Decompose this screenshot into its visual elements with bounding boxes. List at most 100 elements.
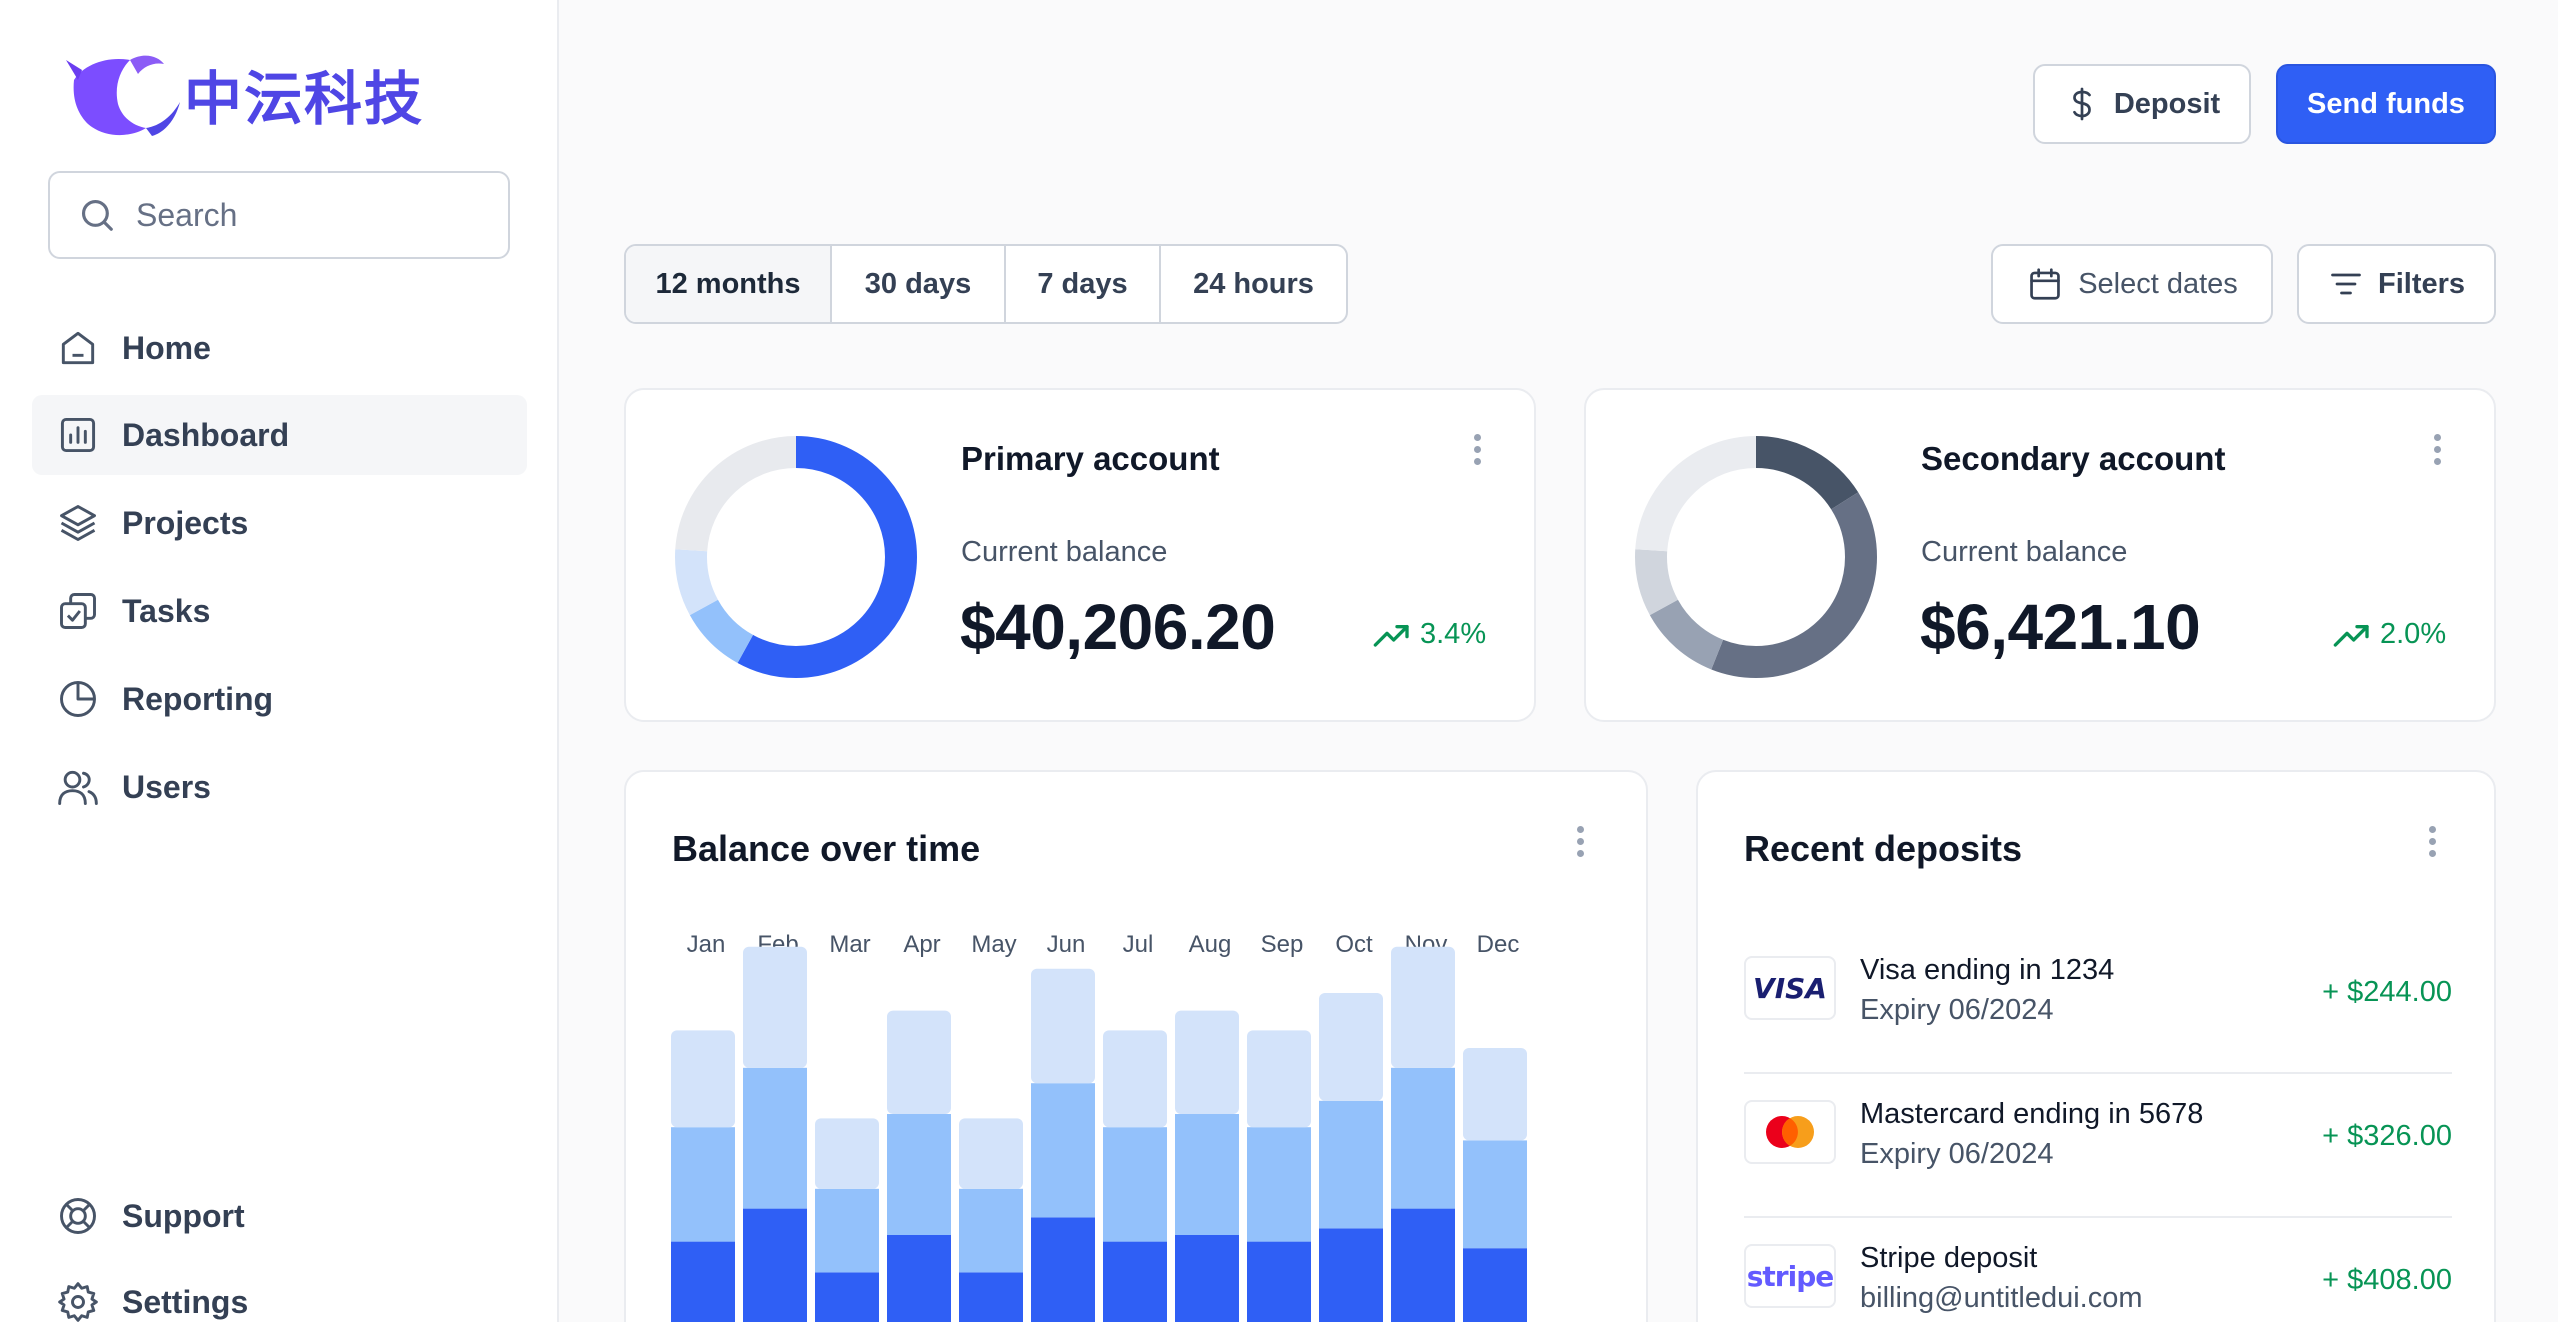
visa-logo-icon: VISA: [1744, 956, 1836, 1020]
filters-button[interactable]: Filters: [2297, 244, 2496, 324]
brand-logo[interactable]: 中沄科技: [60, 46, 424, 142]
select-dates-button[interactable]: Select dates: [1991, 244, 2273, 324]
bar-segment-dec[interactable]: [1463, 1048, 1527, 1141]
bar-segment-jan[interactable]: [671, 1241, 735, 1322]
month-label: Aug: [1189, 931, 1232, 958]
bar-segment-nov[interactable]: [1391, 1067, 1455, 1209]
month-label: Jan: [687, 931, 726, 958]
mastercard-logo-icon: [1744, 1100, 1836, 1164]
bar-segment-may[interactable]: [959, 1118, 1023, 1189]
bar-segment-oct[interactable]: [1319, 1228, 1383, 1322]
bar-segment-oct[interactable]: [1319, 1100, 1383, 1229]
tab-24-hours[interactable]: 24 hours: [1161, 246, 1346, 322]
bar-segment-feb[interactable]: [743, 946, 807, 1068]
nav-item-reporting[interactable]: Reporting: [32, 659, 527, 739]
bar-segment-aug[interactable]: [1175, 1114, 1239, 1235]
bar-segment-nov[interactable]: [1391, 1208, 1455, 1322]
tab-30-days[interactable]: 30 days: [832, 246, 1006, 322]
bar-segment-aug[interactable]: [1175, 1010, 1239, 1114]
tab-label: 12 months: [655, 267, 801, 300]
secondary-account-donut: [1635, 436, 1877, 678]
bar-segment-feb[interactable]: [743, 1067, 807, 1209]
filter-lines-icon: [2331, 273, 2361, 295]
bar-segment-aug[interactable]: [1175, 1235, 1239, 1322]
bar-segment-nov[interactable]: [1391, 946, 1455, 1068]
bar-segment-dec[interactable]: [1463, 1140, 1527, 1249]
bar-segment-sep[interactable]: [1247, 1030, 1311, 1128]
nav-item-users[interactable]: Users: [32, 747, 527, 827]
bar-segment-jan[interactable]: [671, 1030, 735, 1128]
bar-segment-jul[interactable]: [1103, 1127, 1167, 1242]
month-label: Jun: [1047, 931, 1086, 958]
nav-label: Tasks: [122, 592, 211, 629]
layers-icon: [60, 505, 96, 541]
bar-segment-mar[interactable]: [815, 1188, 879, 1273]
tab-12-months[interactable]: 12 months: [626, 246, 832, 322]
more-options-icon[interactable]: [1574, 826, 1586, 862]
balance-label: Current balance: [1921, 536, 2128, 568]
bar-segment-apr[interactable]: [887, 1114, 951, 1235]
recent-deposits-card: Recent deposits VISA Visa ending in 1234…: [1696, 770, 2496, 1322]
bar-segment-jan[interactable]: [671, 1127, 735, 1242]
more-options-icon[interactable]: [2426, 826, 2438, 862]
fish-logo-icon: [66, 55, 180, 136]
stripe-logo-text: stripe: [1746, 1259, 1834, 1293]
stripe-logo-icon: stripe: [1744, 1244, 1836, 1308]
users-icon: [58, 770, 98, 805]
deposit-row[interactable]: Mastercard ending in 5678 Expiry 06/2024…: [1744, 1074, 2452, 1218]
nav-item-projects[interactable]: Projects: [32, 483, 527, 563]
change-badge: 3.4%: [1372, 618, 1486, 651]
bar-segment-apr[interactable]: [887, 1010, 951, 1114]
donut-segment: [1635, 436, 1877, 678]
nav-label: Home: [122, 329, 211, 366]
deposit-name: Visa ending in 1234: [1860, 954, 2115, 986]
bar-segment-jun[interactable]: [1031, 1083, 1095, 1218]
nav-label: Support: [122, 1197, 245, 1234]
bar-segment-feb[interactable]: [743, 1208, 807, 1322]
deposit-row[interactable]: VISA Visa ending in 1234 Expiry 06/2024 …: [1744, 930, 2452, 1074]
deposit-meta: billing@untitledui.com: [1860, 1282, 2143, 1314]
bar-segment-may[interactable]: [959, 1272, 1023, 1322]
bar-segment-mar[interactable]: [815, 1272, 879, 1322]
bar-segment-mar[interactable]: [815, 1118, 879, 1189]
month-label: Mar: [829, 931, 870, 958]
deposit-button[interactable]: Deposit: [2033, 64, 2251, 144]
deposit-meta: Expiry 06/2024: [1860, 994, 2054, 1026]
bar-segment-jul[interactable]: [1103, 1030, 1167, 1128]
tab-7-days[interactable]: 7 days: [1006, 246, 1161, 322]
deposit-amount: + $244.00: [2322, 976, 2452, 1008]
balance-label: Current balance: [961, 536, 1168, 568]
bar-chart-icon: [60, 417, 96, 453]
primary-account-card: Primary account Current balance $40,206.…: [624, 388, 1536, 722]
nav-label: Dashboard: [122, 416, 290, 453]
donut-segment: [675, 436, 917, 678]
bar-segment-dec[interactable]: [1463, 1248, 1527, 1322]
nav-label: Settings: [122, 1283, 249, 1320]
nav-item-support[interactable]: Support: [32, 1176, 527, 1256]
nav-item-dashboard[interactable]: Dashboard: [32, 395, 527, 475]
donut-segment: [1635, 436, 1877, 678]
bar-segment-apr[interactable]: [887, 1235, 951, 1322]
month-label: Sep: [1261, 931, 1304, 958]
deposit-meta: Expiry 06/2024: [1860, 1138, 2054, 1170]
deposit-label: Deposit: [2113, 87, 2221, 120]
search-input[interactable]: Search: [48, 171, 510, 259]
donut-segment: [675, 436, 917, 678]
visa-logo-text: VISA: [1753, 971, 1827, 1005]
send-funds-button[interactable]: Send funds: [2276, 64, 2496, 144]
calendar-icon: [2030, 268, 2060, 300]
nav-item-home[interactable]: Home: [32, 308, 527, 388]
bar-segment-jun[interactable]: [1031, 1217, 1095, 1322]
nav-item-settings[interactable]: Settings: [32, 1262, 527, 1322]
nav-item-tasks[interactable]: Tasks: [32, 571, 527, 651]
bar-segment-oct[interactable]: [1319, 993, 1383, 1101]
bar-segment-may[interactable]: [959, 1188, 1023, 1273]
bar-segment-sep[interactable]: [1247, 1241, 1311, 1322]
bar-segment-jun[interactable]: [1031, 968, 1095, 1084]
more-options-icon[interactable]: [1471, 434, 1483, 470]
bar-segment-jul[interactable]: [1103, 1241, 1167, 1322]
search-placeholder: Search: [136, 196, 238, 233]
bar-segment-sep[interactable]: [1247, 1127, 1311, 1242]
more-options-icon[interactable]: [2431, 434, 2443, 470]
deposit-row[interactable]: stripe Stripe deposit billing@untitledui…: [1744, 1218, 2452, 1322]
